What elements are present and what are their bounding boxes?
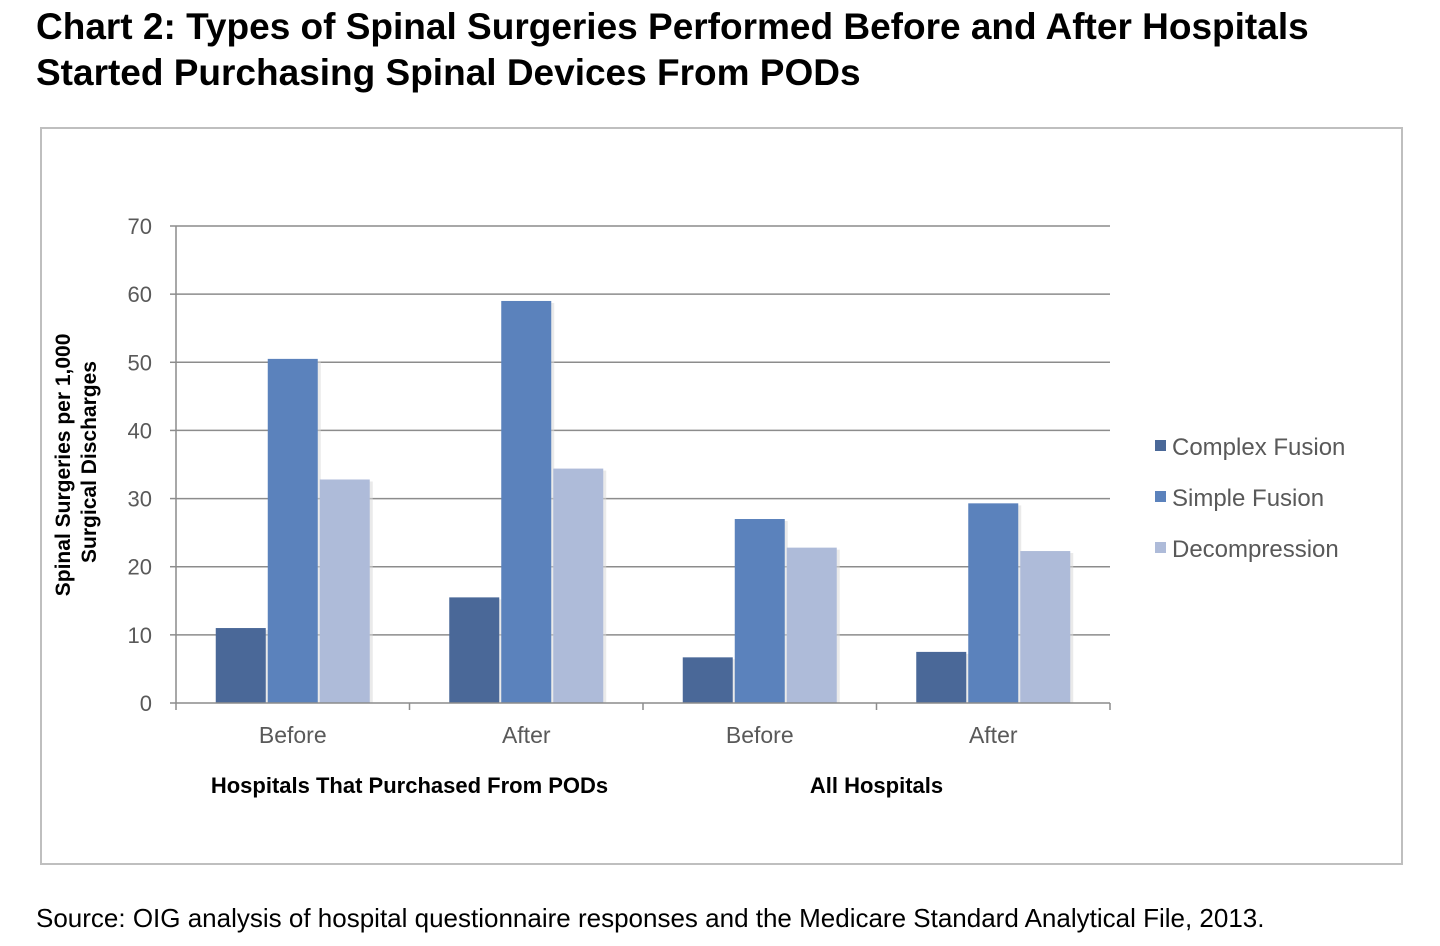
- y-tick-label: 0: [140, 691, 152, 716]
- bar-simple-fusion: [501, 300, 552, 703]
- legend-swatch: [1155, 491, 1166, 502]
- chart-title-line-1: Chart 2: Types of Spinal Surgeries Perfo…: [36, 6, 1309, 47]
- legend-label: Complex Fusion: [1172, 434, 1345, 461]
- chart-title: Chart 2: Types of Spinal Surgeries Perfo…: [36, 4, 1436, 96]
- group-label: All Hospitals: [810, 773, 943, 798]
- y-axis-label: Spinal Surgeries per 1,000 Surgical Disc…: [52, 328, 101, 596]
- y-tick-label: 40: [128, 418, 152, 443]
- y-tick-label: 10: [128, 623, 152, 648]
- legend-swatch: [1155, 440, 1166, 451]
- bars: [215, 300, 1074, 703]
- group-labels: Hospitals That Purchased From PODs All Ho…: [211, 773, 943, 798]
- chart-frame: [40, 127, 1403, 865]
- chart-title-line-2: Started Purchasing Spinal Devices From P…: [36, 52, 861, 93]
- legend-swatch: [1155, 542, 1166, 553]
- bar-decompression: [786, 547, 837, 703]
- bar-simple-fusion: [734, 519, 785, 703]
- bar-complex-fusion: [682, 657, 733, 703]
- bar-simple-fusion: [267, 358, 318, 703]
- y-tick-label: 70: [128, 214, 152, 239]
- source-note: Source: OIG analysis of hospital questio…: [36, 903, 1265, 933]
- y-tick-label: 60: [128, 282, 152, 307]
- x-tick-label: After: [502, 722, 551, 748]
- bar-decompression: [319, 479, 370, 703]
- legend-label: Simple Fusion: [1172, 485, 1324, 512]
- bar-decompression: [553, 468, 604, 703]
- bar-decompression: [1020, 551, 1071, 703]
- y-tick-label: 30: [128, 487, 152, 512]
- x-tick-label: Before: [726, 722, 794, 748]
- y-axis-label-line-2: Surgical Discharges: [78, 361, 101, 563]
- bar-complex-fusion: [916, 651, 967, 703]
- x-tick-labels: Before After Before After: [259, 722, 1018, 748]
- legend: Complex Fusion Simple Fusion Decompression: [1155, 434, 1345, 563]
- group-label: Hospitals That Purchased From PODs: [211, 773, 608, 798]
- y-axis-label-line-1: Spinal Surgeries per 1,000: [52, 334, 75, 597]
- y-tick-label: 50: [128, 350, 152, 375]
- y-tick-label: 20: [128, 555, 152, 580]
- bar-complex-fusion: [449, 597, 500, 703]
- axes: [170, 225, 1111, 710]
- x-tick-label: Before: [259, 722, 327, 748]
- legend-label: Decompression: [1172, 536, 1339, 563]
- x-tick-label: After: [969, 722, 1018, 748]
- bar-simple-fusion: [968, 503, 1019, 703]
- bar-complex-fusion: [215, 628, 266, 703]
- y-tick-labels: 0 10 20 30 40 50 60 70: [128, 214, 152, 716]
